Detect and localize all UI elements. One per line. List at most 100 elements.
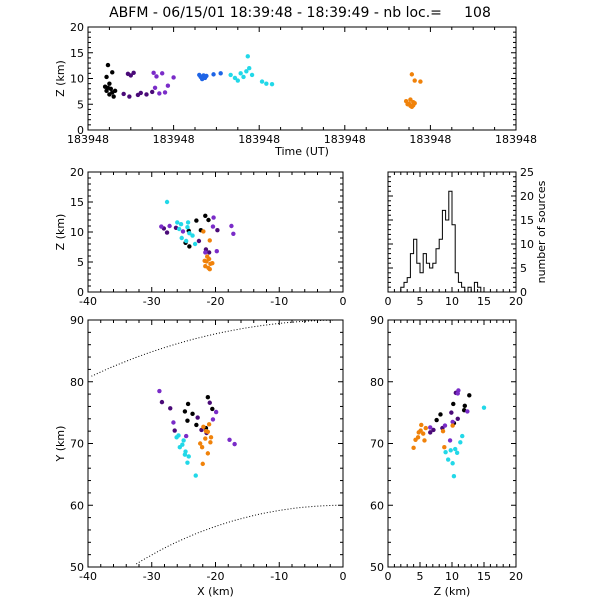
- height-y-point-orange: [450, 423, 455, 428]
- height-y-point-purple: [450, 419, 455, 425]
- histogram-ytick-label: 5: [520, 262, 527, 275]
- height-y-point-cyan: [448, 448, 453, 453]
- height-y-point-black: [438, 412, 443, 417]
- time-height-xlabel: Time (UT): [274, 145, 329, 158]
- height-y-point-orange: [440, 428, 446, 434]
- plan-view-point-orange: [205, 451, 211, 456]
- plan-view-point-orange: [198, 441, 203, 446]
- histogram-xtick-label: 15: [477, 295, 491, 308]
- time-height-point-darkpurple: [128, 73, 133, 78]
- plan-view-point-purple: [210, 417, 216, 422]
- time-height-point-orange: [418, 79, 423, 84]
- height-y-point-cyan: [443, 449, 448, 455]
- plan-view-point-black: [205, 394, 211, 400]
- time-height-point-black: [107, 81, 112, 86]
- time-height-point-purple: [165, 83, 171, 88]
- height-y-panel: 0 5 10 15 20 50 60 70 80 90 Z (km): [370, 314, 523, 598]
- x-height-point-cyan: [190, 233, 195, 238]
- plan-view-point-black: [190, 411, 195, 417]
- x-height-ytick-label: 15: [70, 196, 84, 209]
- height-y-point-black: [434, 417, 439, 423]
- histogram-frame: [387, 171, 517, 293]
- histogram-ylabel: number of sources: [535, 180, 548, 283]
- height-y-point-orange: [416, 430, 421, 435]
- height-y-point-cyan: [451, 474, 457, 479]
- time-height-point-black: [111, 94, 116, 99]
- x-height-point-orange: [201, 229, 206, 234]
- histogram-xtick-label: 0: [385, 295, 392, 308]
- time-height-xtick-label: 183948: [67, 133, 109, 146]
- histogram-xtick-label: 20: [509, 295, 523, 308]
- time-height-ytick-label: 5: [77, 98, 84, 111]
- plan-view-point-purple: [227, 437, 232, 442]
- height-y-point-black: [462, 403, 467, 409]
- plan-view-point-cyan: [177, 445, 182, 450]
- plan-view-point-orange: [208, 440, 213, 445]
- plan-view-point-black: [210, 406, 215, 412]
- height-y-point-cyan: [460, 433, 465, 439]
- time-height-point-purple: [159, 71, 165, 76]
- time-height-point-orange: [411, 103, 416, 108]
- plan-view-range-ring: [134, 504, 337, 566]
- x-height-point-darkpurple: [196, 238, 202, 244]
- plan-view-ylabel: Y (km): [54, 426, 67, 463]
- height-y-ytick-label: 90: [370, 314, 384, 327]
- plan-view-point-black: [182, 409, 188, 414]
- x-height-xtick-label: -30: [143, 295, 161, 308]
- time-height-point-purple: [152, 85, 158, 90]
- x-height-point-cyan: [178, 222, 184, 227]
- time-height-point-cyan: [264, 81, 269, 86]
- time-height-point-darkpurple: [138, 90, 143, 96]
- height-y-point-darkpurple: [431, 427, 436, 433]
- x-height-point-cyan: [185, 220, 191, 225]
- time-height-point-cyan: [269, 81, 275, 87]
- height-y-point-purple: [455, 391, 460, 396]
- x-height-point-purple: [231, 231, 236, 236]
- height-y-point-cyan: [481, 405, 487, 410]
- plan-view-xtick-label: -40: [79, 570, 97, 583]
- time-height-point-orange: [405, 102, 410, 107]
- time-height-point-black: [112, 88, 118, 94]
- x-height-point-purple: [210, 224, 216, 229]
- height-y-point-orange: [422, 438, 427, 443]
- histogram-ytick-label: 15: [520, 214, 534, 227]
- height-y-xtick-label: 15: [477, 570, 491, 583]
- x-height-point-cyan: [183, 238, 189, 244]
- plan-view-point-orange: [206, 422, 212, 427]
- time-height-panel: 183948 183948 183948 183948 183948 1839480510…: [54, 21, 537, 158]
- time-height-point-black: [104, 74, 109, 80]
- time-height-xtick-label: 183948: [324, 133, 366, 146]
- time-height-ytick-label: 15: [70, 47, 84, 60]
- x-height-point-darkpurple: [215, 228, 220, 233]
- x-height-xtick-label: -40: [79, 295, 97, 308]
- time-height-frame: [87, 26, 517, 131]
- x-height-frame: [87, 171, 344, 293]
- height-y-ytick-label: 70: [370, 438, 384, 451]
- x-height-point-black: [187, 244, 192, 249]
- height-y-point-black: [451, 401, 456, 407]
- time-height-ylabel: Z (km): [54, 60, 67, 97]
- height-y-point-darkpurple: [428, 430, 433, 435]
- x-height-point-black: [206, 217, 211, 223]
- time-height-point-cyan: [249, 72, 255, 78]
- height-y-point-orange: [411, 445, 416, 451]
- time-height-point-purple: [171, 75, 176, 80]
- histogram-ytick-label: 20: [520, 190, 534, 203]
- time-height-point-purple: [157, 91, 162, 96]
- height-y-ytick-label: 60: [370, 499, 384, 512]
- plan-view-point-black: [194, 422, 199, 428]
- time-height-point-darkpurple: [131, 70, 136, 76]
- plan-view-frame: [87, 319, 344, 568]
- x-height-point-orange: [210, 261, 215, 266]
- height-y-point-cyan: [454, 450, 460, 455]
- height-y-point-orange: [423, 425, 428, 431]
- x-height-xtick-label: 0: [340, 295, 347, 308]
- time-height-point-orange: [412, 78, 417, 83]
- time-height-xtick-label: 183948: [238, 133, 280, 146]
- height-y-point-orange: [413, 437, 418, 442]
- time-height-xtick-label: 183948: [409, 133, 451, 146]
- x-height-point-cyan: [176, 226, 182, 232]
- x-height-point-purple: [180, 229, 186, 234]
- x-height-point-orange: [202, 258, 207, 263]
